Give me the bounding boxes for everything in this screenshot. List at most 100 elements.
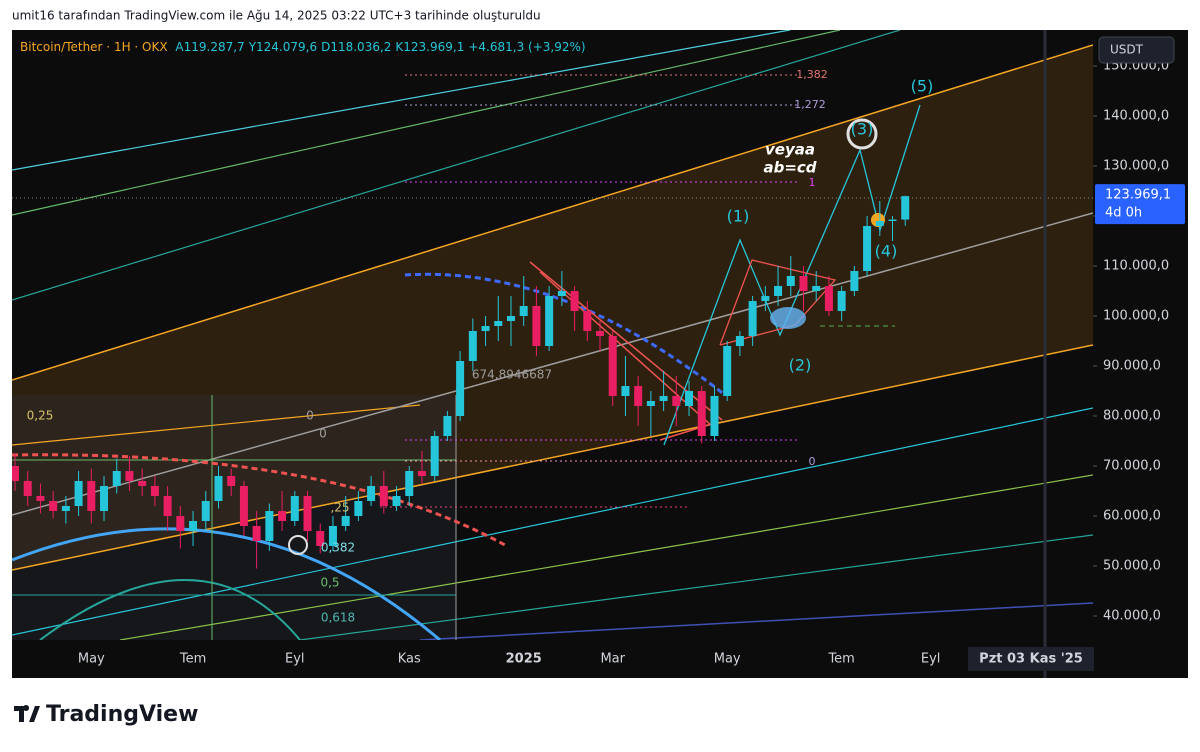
candle-body [621, 386, 630, 396]
candle-body [214, 476, 223, 501]
y-tick-label: 80.000,0 [1103, 409, 1161, 424]
y-tick-label: 130.000,0 [1103, 159, 1169, 174]
candle-body [646, 401, 655, 406]
wedge-line [539, 271, 713, 427]
annotation: ,25 [330, 501, 349, 515]
x-tick-label: Kas [398, 652, 421, 667]
legend: Bitcoin/Tether · 1H · OKX A119.287,7 Y124… [20, 40, 586, 54]
annotation: 0 [809, 455, 816, 468]
candle-body [290, 496, 299, 521]
candle-body [557, 291, 566, 296]
candle-body [850, 271, 859, 291]
candle-body [12, 466, 19, 481]
annotation: veyaa [765, 141, 815, 159]
candle-body [189, 521, 198, 531]
candle-body [227, 476, 236, 486]
x-tick-label: May [714, 652, 741, 667]
y-tick-label: 60.000,0 [1103, 509, 1161, 524]
candle-body [163, 496, 172, 516]
candle-body [481, 326, 490, 331]
last-price-label: 123.969,1 [1105, 188, 1171, 203]
x-tick-label: May [78, 652, 105, 667]
crosshair-box [968, 647, 1094, 671]
y-tick-label: 50.000,0 [1103, 559, 1161, 574]
candle-body [735, 336, 744, 346]
ohlc-value: D118.036,2 [321, 40, 392, 54]
candle-body [61, 506, 70, 511]
annotation: 0 [306, 409, 314, 423]
candle-body [875, 221, 884, 226]
candle-body [328, 526, 337, 546]
candle-body [379, 486, 388, 506]
annotation: 0 [319, 427, 327, 441]
x-tick-label: 2025 [506, 652, 542, 667]
marker [288, 535, 308, 555]
brand: TradingView [46, 702, 198, 727]
fib-arc [39, 579, 301, 640]
annotation: 1 [809, 176, 816, 189]
annotation: 0,618 [321, 611, 355, 625]
dashed-arc [12, 453, 506, 547]
currency-button[interactable] [1098, 36, 1175, 64]
candle-body [87, 481, 96, 511]
annotation: 674,8946687 [472, 368, 552, 382]
candle-body [405, 471, 414, 496]
annotation: 0,382 [321, 541, 355, 555]
candle-body [367, 486, 376, 501]
candle-body [596, 331, 605, 336]
candle-body [265, 511, 274, 541]
crosshair-label: Pzt 03 Kas '25 [979, 652, 1083, 667]
x-tick-label: Eyl [921, 652, 941, 667]
logo-icon [14, 705, 40, 722]
candle-body [812, 286, 821, 291]
candle-body [761, 296, 770, 301]
annotation: ab=cd [763, 159, 816, 177]
candle-body [685, 391, 694, 406]
wave-path [663, 104, 921, 446]
y-tick-label: 110.000,0 [1103, 259, 1169, 274]
wedge-line [659, 421, 719, 441]
candle-body [506, 316, 515, 321]
x-tick-label: Mar [600, 652, 625, 667]
candle-body [341, 516, 350, 526]
candle-body [583, 311, 592, 331]
fan-line [12, 407, 1093, 636]
y-tick-label: 140.000,0 [1103, 109, 1169, 124]
plot [12, 195, 910, 569]
channel-lower [12, 344, 1093, 571]
candle-body [138, 481, 147, 486]
price-axis [1093, 30, 1188, 678]
candle-body [430, 436, 439, 476]
candle-body [659, 396, 668, 401]
ohlc-value: K123.969,1 [395, 40, 465, 54]
candle-body [125, 471, 134, 481]
candle-body [316, 531, 325, 546]
candle-body [888, 219, 897, 221]
candle-body [252, 526, 261, 541]
fan-line [419, 602, 1093, 640]
dashed-arc [404, 272, 726, 397]
candle-body [417, 471, 426, 476]
candle-body [545, 296, 554, 346]
y-tick-label: 100.000,0 [1103, 309, 1169, 324]
candle-body [303, 496, 312, 531]
candle-body [519, 306, 528, 316]
candle-body [239, 486, 248, 526]
candle-body [901, 196, 910, 220]
fib-arc [12, 527, 441, 640]
candle-body [570, 291, 579, 311]
annotation: 0,5 [320, 576, 339, 590]
change-value: +4.681,3 (+3,92%) [468, 40, 586, 54]
x-tick-label: Tem [179, 652, 206, 667]
annotation: (4) [875, 242, 898, 261]
ohlc-value: A119.287,7 [175, 40, 245, 54]
currency-label: USDT [1110, 43, 1144, 57]
candle-body [36, 496, 45, 501]
annotation: (3) [851, 120, 874, 139]
candle-body [532, 306, 541, 346]
candle-body [774, 286, 783, 296]
fan-line [12, 30, 791, 171]
countdown: 4d 0h [1105, 206, 1142, 221]
candle-body [608, 336, 617, 396]
